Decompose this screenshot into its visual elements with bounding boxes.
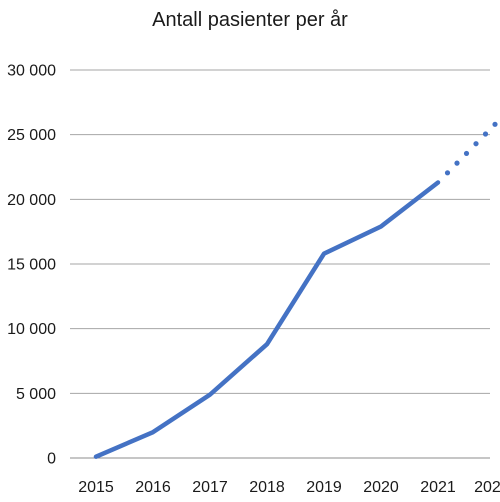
x-tick-label: 2021 bbox=[420, 479, 456, 496]
projection-dot bbox=[454, 160, 460, 166]
y-tick-label: 20 000 bbox=[7, 192, 56, 209]
y-tick-label: 10 000 bbox=[7, 321, 56, 338]
x-axis-tick-labels: 2015 2016 2017 2018 2019 2020 2021 2022* bbox=[78, 479, 500, 496]
y-tick-label: 5 000 bbox=[16, 386, 56, 403]
x-tick-label: 2017 bbox=[192, 479, 228, 496]
series-projection-dots bbox=[444, 121, 498, 176]
x-tick-label: 2019 bbox=[306, 479, 342, 496]
x-tick-label: 2016 bbox=[135, 479, 171, 496]
projection-dot bbox=[492, 121, 498, 127]
y-tick-label: 15 000 bbox=[7, 257, 56, 274]
y-axis-tick-labels: 0 5 000 10 000 15 000 20 000 25 000 30 000 bbox=[7, 63, 56, 468]
projection-dot bbox=[473, 141, 479, 147]
x-tick-label: 2020 bbox=[363, 479, 399, 496]
chart-title: Antall pasienter per år bbox=[152, 9, 348, 31]
gridlines bbox=[70, 69, 490, 459]
y-tick-label: 0 bbox=[47, 451, 56, 468]
x-tick-label: 2018 bbox=[249, 479, 285, 496]
series-lines bbox=[93, 121, 498, 459]
series-line bbox=[93, 180, 441, 459]
projection-dot bbox=[482, 131, 489, 137]
x-tick-label: 2022* bbox=[474, 479, 500, 496]
y-tick-label: 30 000 bbox=[7, 63, 56, 80]
y-tick-label: 25 000 bbox=[7, 127, 56, 144]
x-tick-label: 2015 bbox=[78, 479, 114, 496]
projection-dot bbox=[444, 170, 451, 176]
projection-dot bbox=[463, 150, 470, 157]
